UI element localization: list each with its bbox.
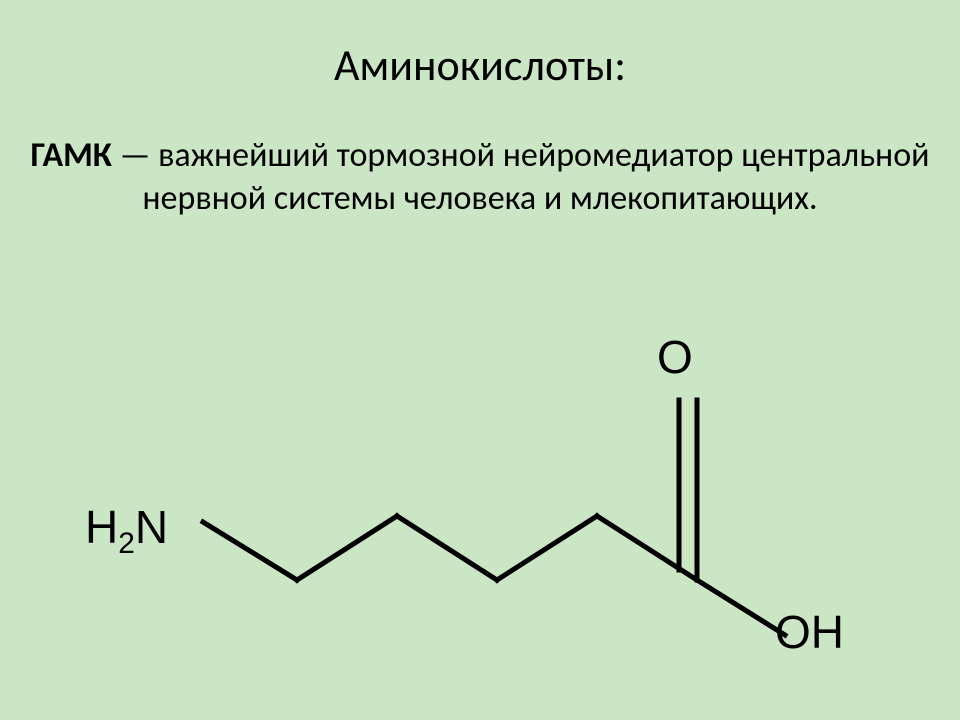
desc-bold: ГАМК — [30, 135, 112, 176]
desc-rest: — важнейший тормозной нейромедиатор цент… — [112, 135, 930, 219]
label-oh: OH — [775, 605, 844, 659]
molecule-diagram: H2N O OH — [85, 330, 875, 690]
slide: Аминокислоты: ГАМК — важнейший тормозной… — [0, 0, 960, 720]
label-o: O — [657, 330, 693, 384]
slide-description: ГАМК — важнейший тормозной нейромедиатор… — [0, 135, 960, 220]
slide-title: Аминокислоты: — [0, 38, 960, 92]
label-nh2: H2N — [85, 500, 168, 554]
bonds-svg — [85, 330, 875, 690]
